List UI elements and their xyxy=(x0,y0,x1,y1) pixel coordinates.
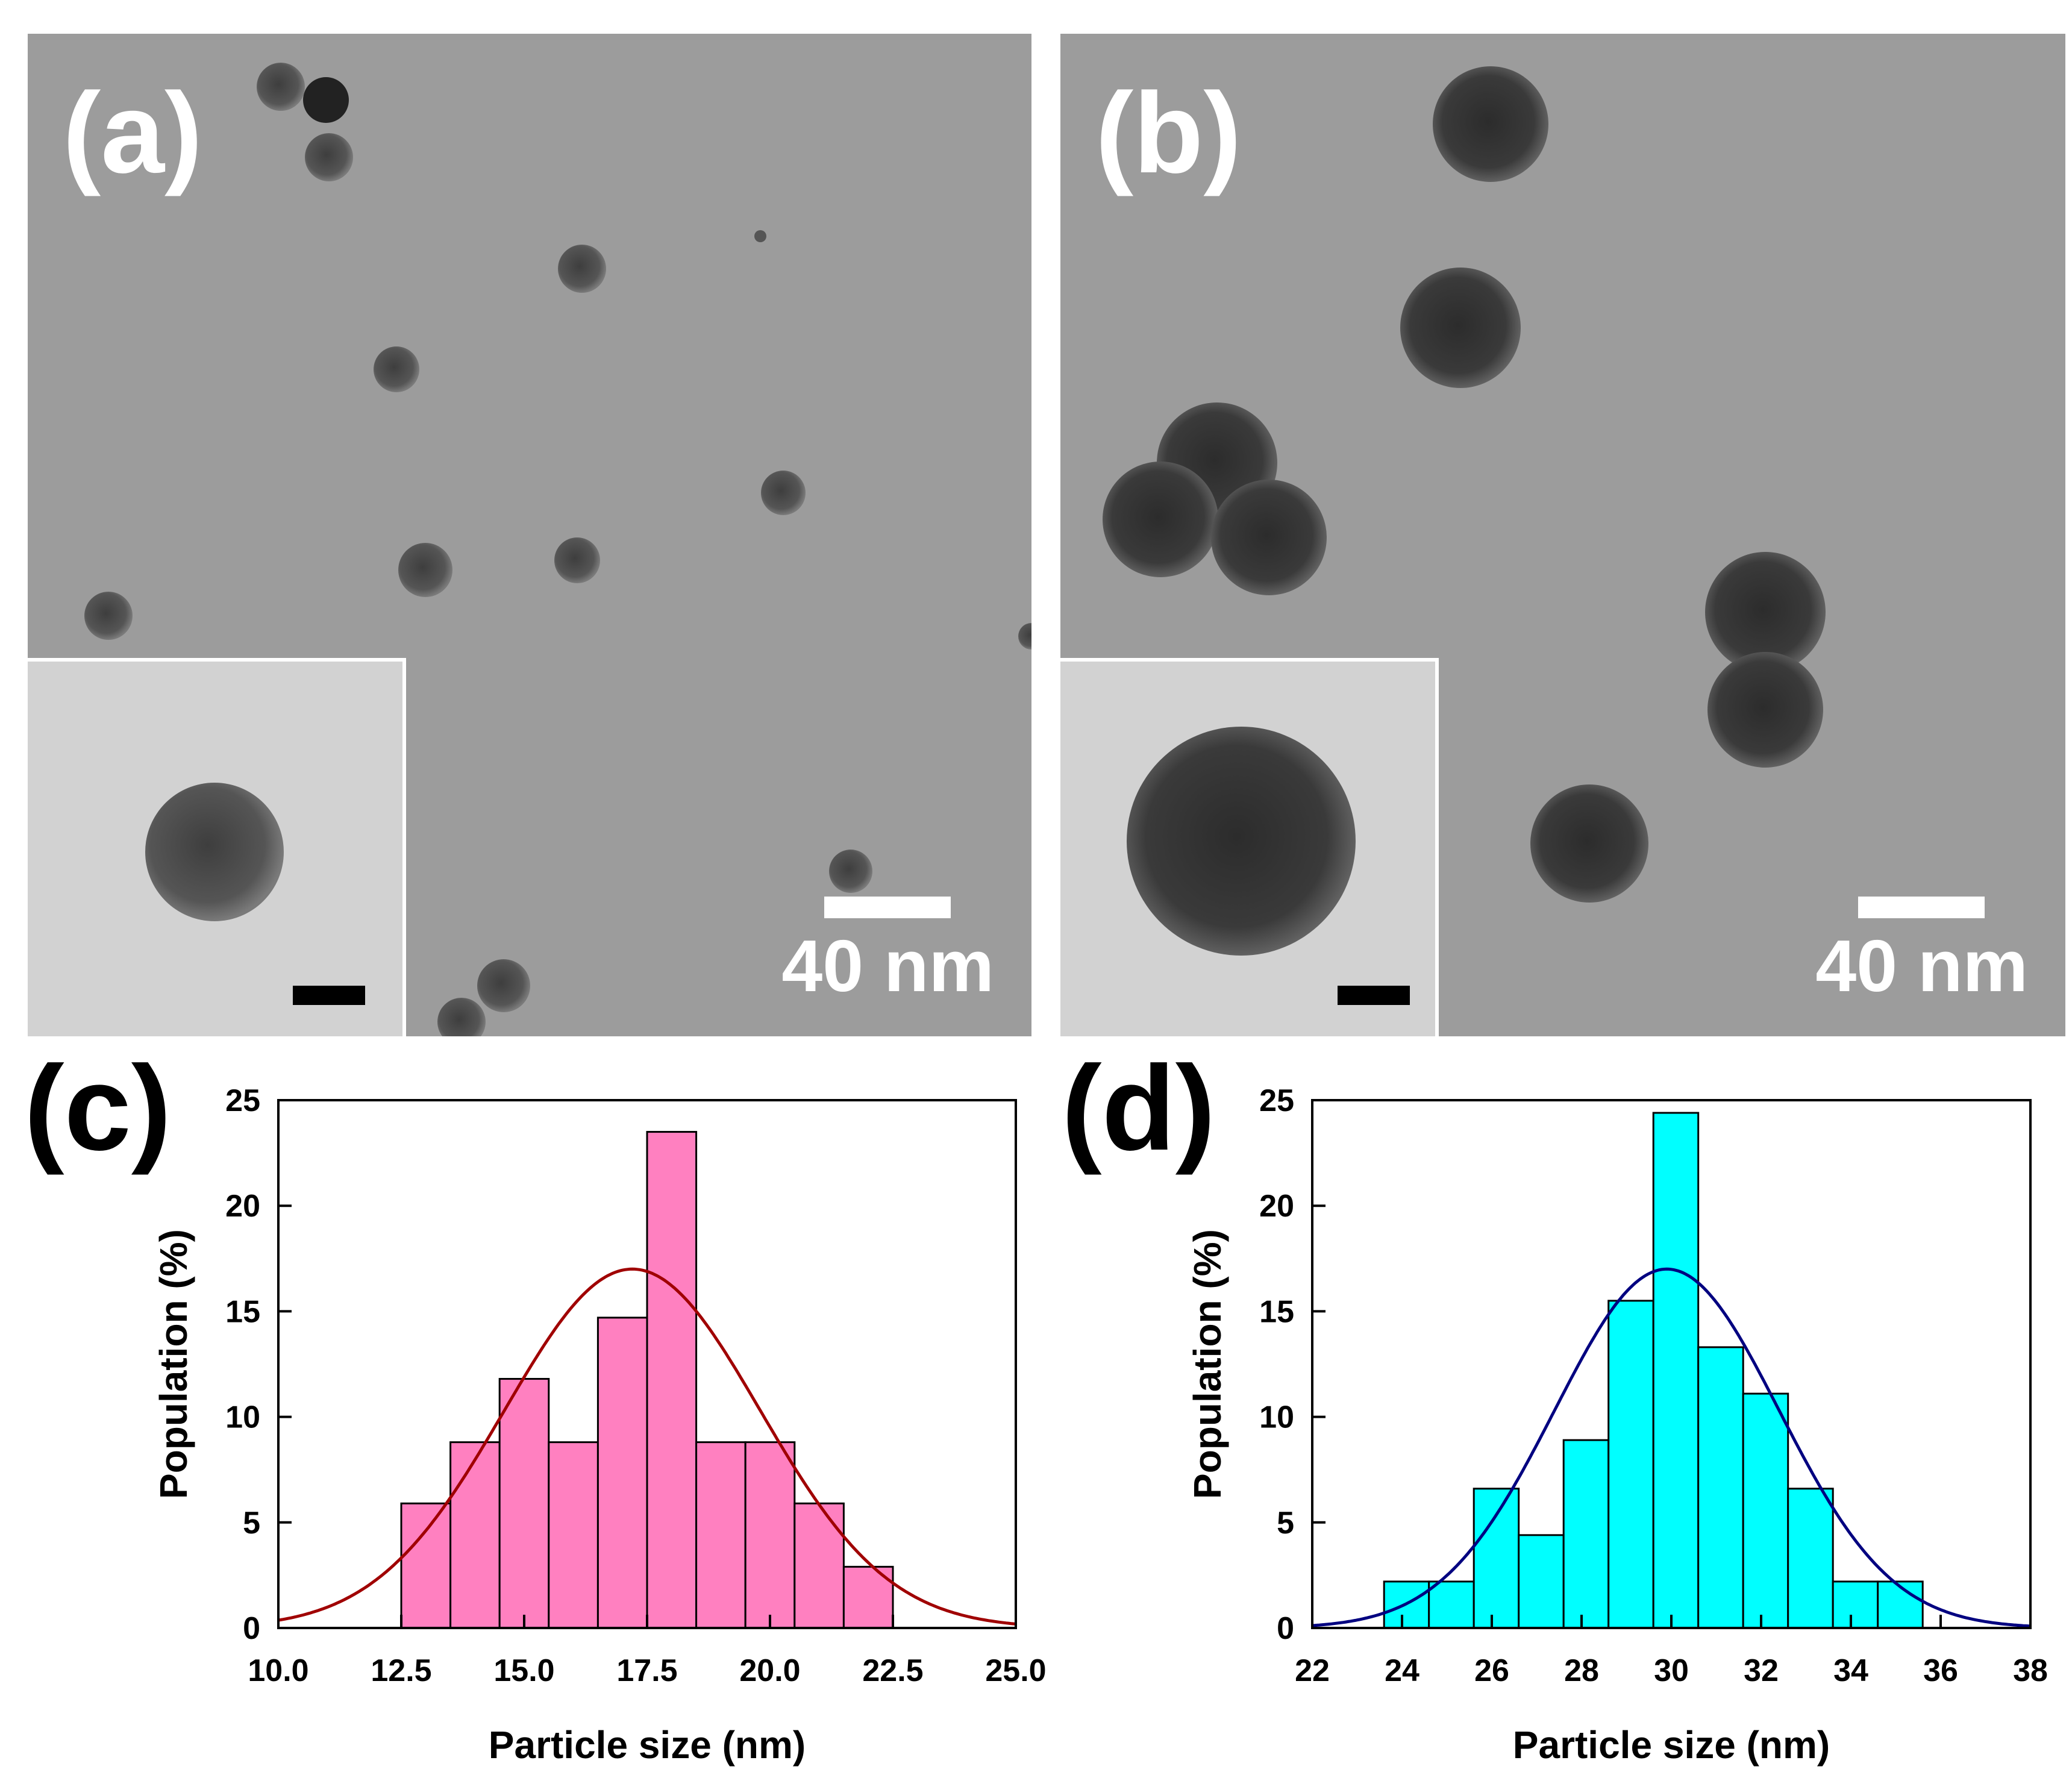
y-tick-label: 15 xyxy=(225,1294,260,1329)
inset-particle-a xyxy=(145,783,284,921)
y-tick-label: 0 xyxy=(243,1611,260,1646)
x-tick-label: 22.5 xyxy=(862,1653,923,1688)
tem-inset-b xyxy=(1060,658,1439,1036)
histogram-bar xyxy=(793,1502,845,1629)
inset-scale-bar-b xyxy=(1338,986,1410,1005)
gaussian-fit-line xyxy=(278,1267,1016,1626)
y-tick-label: 25 xyxy=(225,1083,260,1118)
x-axis-title: Particle size (nm) xyxy=(489,1723,806,1767)
x-tick-label: 25.0 xyxy=(985,1653,1046,1688)
histogram-bar xyxy=(548,1441,599,1629)
scale-label-a: 40 nm xyxy=(781,925,994,1007)
y-tick-label: 20 xyxy=(225,1189,260,1224)
histogram-bar xyxy=(646,1131,698,1629)
panel-label-a: (a) xyxy=(63,69,203,197)
y-tick-label: 5 xyxy=(243,1506,260,1541)
tem-image-b: 40 nm (b) xyxy=(1060,34,2065,1036)
x-tick-label: 20.0 xyxy=(739,1653,800,1688)
histogram-bar xyxy=(449,1441,501,1629)
inset-particle-b xyxy=(1127,727,1356,956)
x-tick-label: 10.0 xyxy=(248,1653,308,1688)
y-axis-title: Population (%) xyxy=(152,1229,195,1499)
scale-label-b: 40 nm xyxy=(1815,925,2028,1007)
histogram-bar xyxy=(400,1502,452,1629)
histogram-bar xyxy=(695,1441,746,1629)
x-tick-label: 17.5 xyxy=(616,1653,677,1688)
panel-label-b: (b) xyxy=(1095,69,1242,197)
y-tick-label: 10 xyxy=(225,1400,260,1435)
panel-label-d: (d) xyxy=(1062,1041,1216,1176)
tem-inset-a xyxy=(28,658,406,1036)
histogram-bar xyxy=(596,1316,648,1629)
histogram-bar xyxy=(744,1441,796,1629)
x-tick-label: 12.5 xyxy=(371,1653,431,1688)
panel-label-c: (c) xyxy=(24,1041,172,1176)
tem-image-a: 40 nm (a) xyxy=(28,34,1031,1036)
scale-bar-a xyxy=(824,897,951,918)
scale-bar-b xyxy=(1858,897,1985,918)
inset-scale-bar-a xyxy=(293,986,365,1005)
histogram-bar xyxy=(498,1378,550,1629)
x-tick-label: 15.0 xyxy=(493,1653,554,1688)
